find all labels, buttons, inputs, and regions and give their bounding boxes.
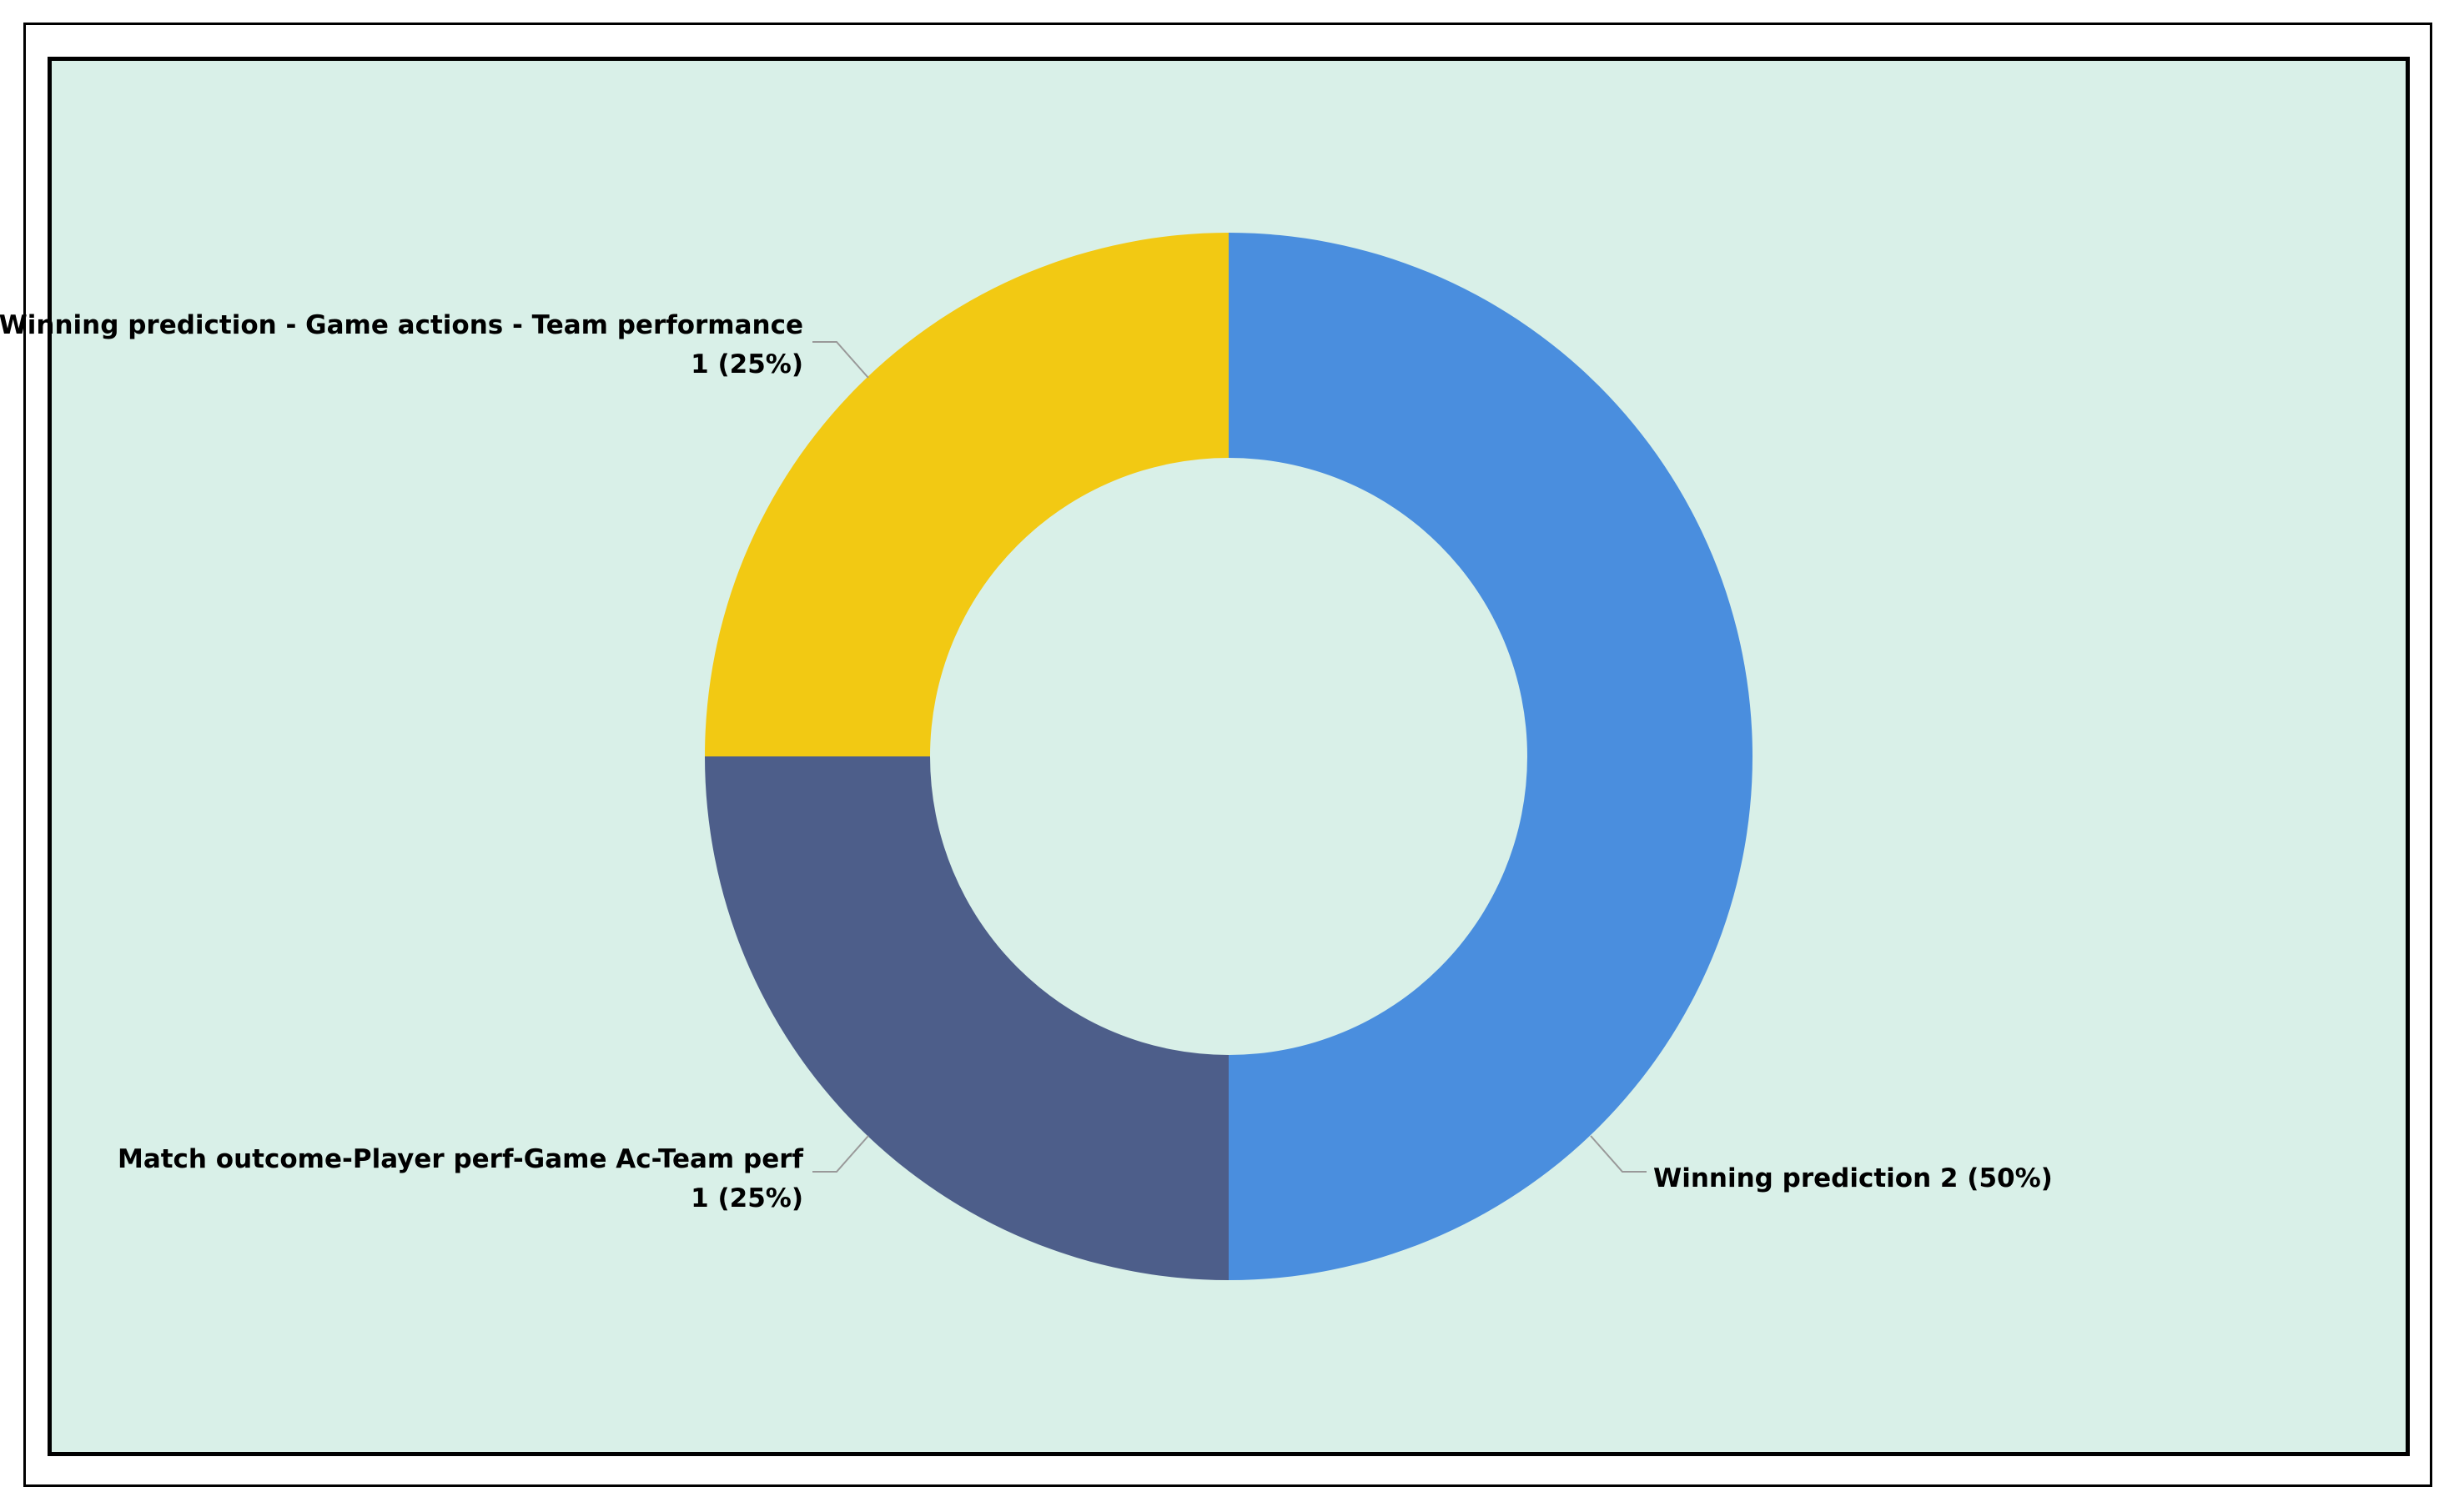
label-line-2	[812, 1135, 869, 1173]
slice-value-label-3: 1 (25%)	[691, 349, 803, 379]
donut-slice-3	[705, 233, 1229, 756]
slice-label-3: Winning prediction - Game actions - Team…	[0, 310, 803, 340]
labels-group: Winning prediction 2 (50%) Match outcome-…	[0, 310, 2053, 1213]
label-lines-group	[812, 341, 1647, 1173]
donut-slice-2	[705, 756, 1229, 1280]
label-line-3	[812, 341, 869, 379]
label-line-1	[1590, 1135, 1647, 1173]
plot-panel	[48, 57, 2410, 1456]
slice-label-2: Match outcome-Player perf-Game Ac-Team p…	[118, 1144, 804, 1174]
donut-slice-1	[1229, 233, 1752, 1280]
slices-group	[705, 233, 1752, 1280]
slice-value-label-2: 1 (25%)	[691, 1183, 803, 1213]
slice-label-1: Winning prediction 2 (50%)	[1653, 1163, 2053, 1193]
